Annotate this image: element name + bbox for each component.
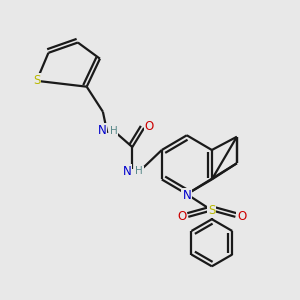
Text: N: N (123, 165, 131, 178)
Text: O: O (177, 210, 186, 223)
Text: O: O (237, 210, 247, 223)
Text: S: S (33, 74, 40, 87)
Text: H: H (135, 167, 143, 176)
Text: N: N (98, 124, 106, 137)
Text: H: H (110, 126, 118, 136)
Text: O: O (145, 120, 154, 133)
Text: S: S (208, 204, 215, 217)
Text: N: N (182, 189, 191, 202)
